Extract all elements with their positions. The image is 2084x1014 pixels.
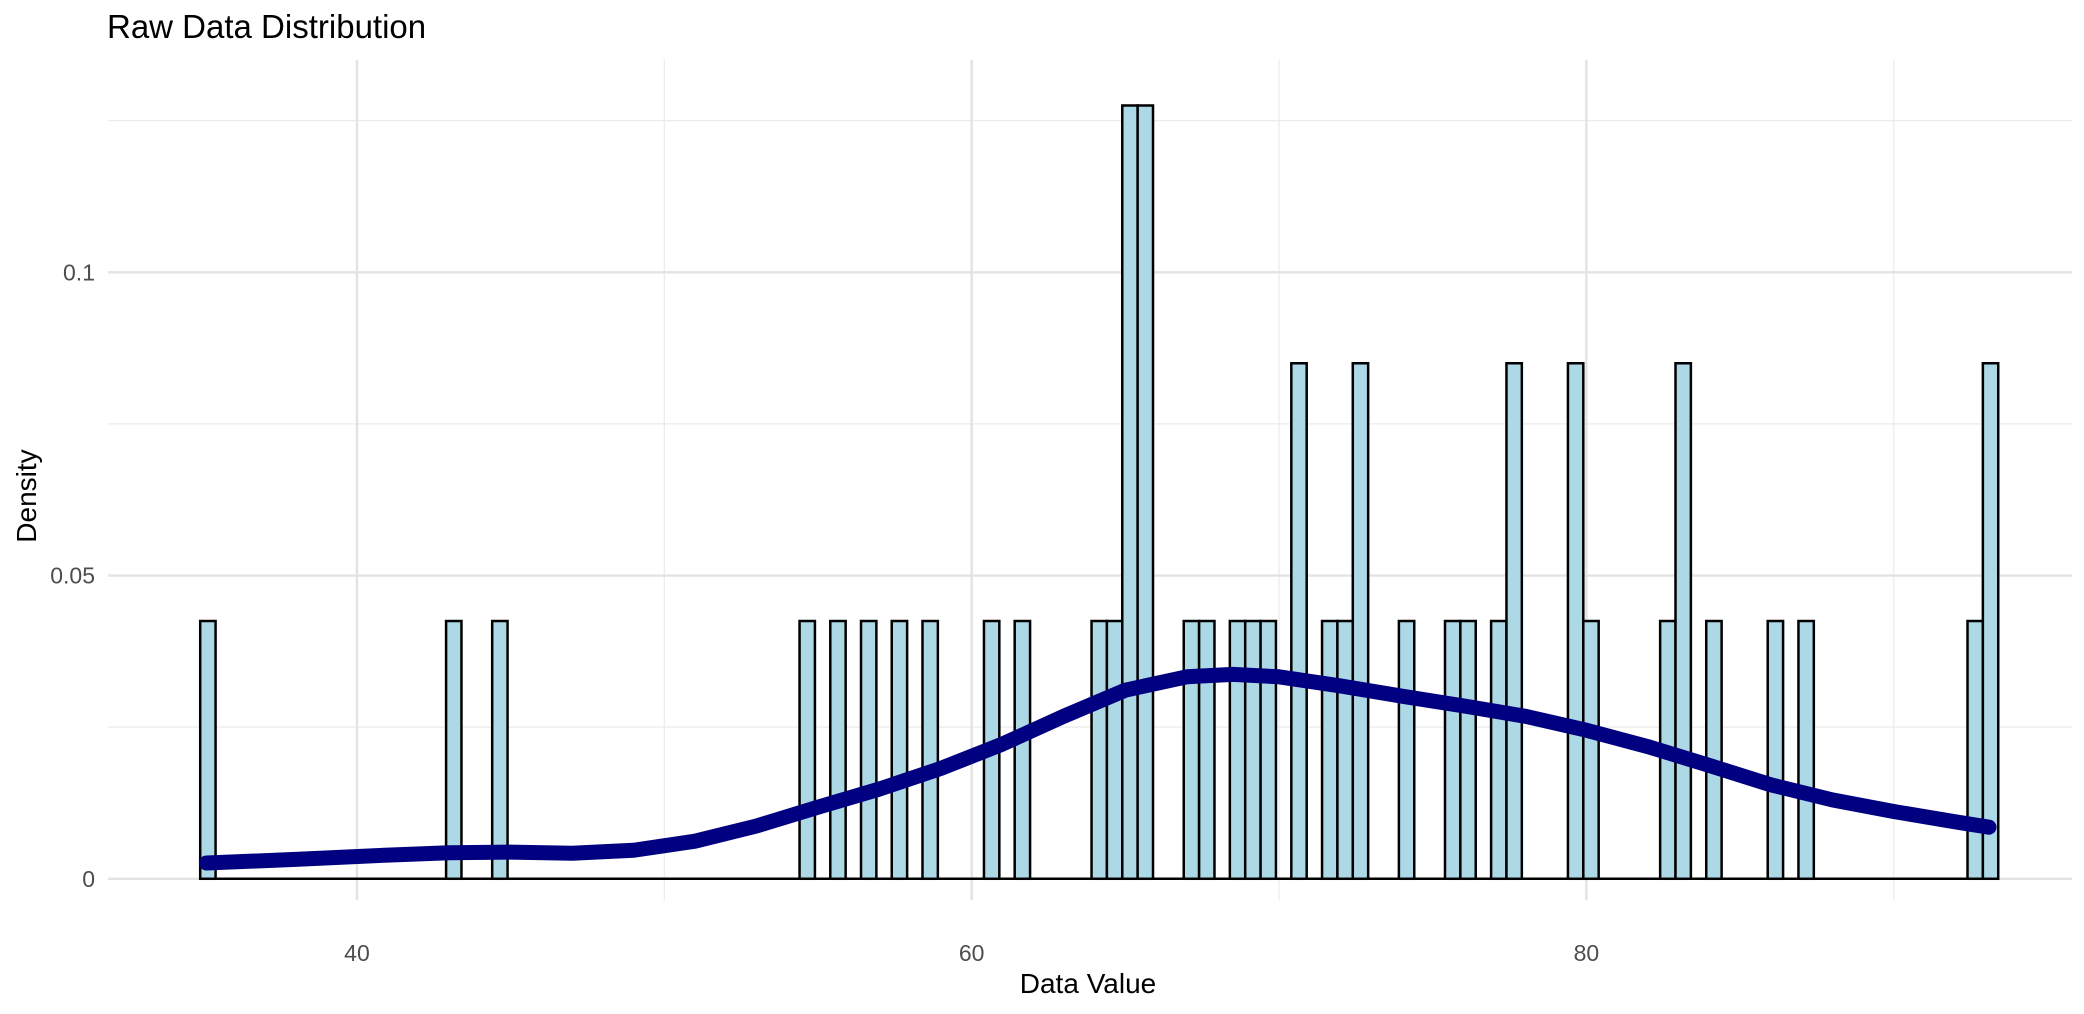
x-axis-title: Data Value xyxy=(1020,968,1156,999)
histogram-bar xyxy=(1243,619,1262,881)
histogram-bar xyxy=(1320,619,1339,881)
histogram-bar xyxy=(1489,619,1508,881)
histogram-bar xyxy=(1397,619,1416,881)
density-curve xyxy=(198,666,1997,871)
histogram-bar xyxy=(798,619,817,881)
histogram-bar xyxy=(1228,619,1247,881)
histogram-bar xyxy=(829,619,847,881)
x-tick-label: 40 xyxy=(344,940,370,966)
histogram-bar xyxy=(1582,619,1600,881)
histogram-bars xyxy=(198,104,2000,881)
histogram-bar xyxy=(1966,619,1985,881)
histogram-bar xyxy=(890,619,909,881)
x-axis-ticks: 40 60 80 xyxy=(344,940,1599,966)
x-tick-label: 80 xyxy=(1574,940,1600,966)
histogram-bar xyxy=(1290,361,1308,881)
y-tick-label: 0.05 xyxy=(50,563,95,589)
histogram-bar xyxy=(1459,619,1477,881)
histogram-bar xyxy=(1566,361,1585,881)
histogram-bar xyxy=(1351,361,1370,881)
histogram-bar xyxy=(1090,619,1109,881)
histogram-bar xyxy=(1105,619,1124,881)
histogram-bar xyxy=(1336,619,1355,881)
histogram-bar xyxy=(1797,619,1816,881)
histogram-bar xyxy=(1704,619,1723,881)
histogram-bar xyxy=(859,619,878,881)
histogram-bar xyxy=(1981,361,2000,881)
histogram-bar xyxy=(1766,619,1785,881)
histogram-bar xyxy=(1674,361,1693,881)
chart-title: Raw Data Distribution xyxy=(107,8,426,45)
histogram-bar xyxy=(198,619,217,881)
histogram-bar xyxy=(1443,619,1462,881)
histogram-bar xyxy=(490,619,509,881)
histogram-bar xyxy=(921,619,940,881)
histogram-bar xyxy=(1136,104,1155,881)
x-tick-label: 60 xyxy=(959,940,985,966)
histogram-bar xyxy=(1013,619,1032,881)
y-axis-ticks: 0 0.05 0.1 xyxy=(50,259,95,891)
histogram-bar xyxy=(1505,361,1524,881)
histogram-bar xyxy=(444,619,463,881)
y-tick-label: 0.1 xyxy=(63,259,95,285)
histogram-bar xyxy=(1259,619,1278,881)
histogram-bar xyxy=(1197,619,1216,881)
histogram-bar xyxy=(1121,104,1139,881)
histogram-bar xyxy=(1182,619,1201,881)
y-axis-title: Density xyxy=(11,449,42,542)
y-tick-label: 0 xyxy=(82,866,95,892)
